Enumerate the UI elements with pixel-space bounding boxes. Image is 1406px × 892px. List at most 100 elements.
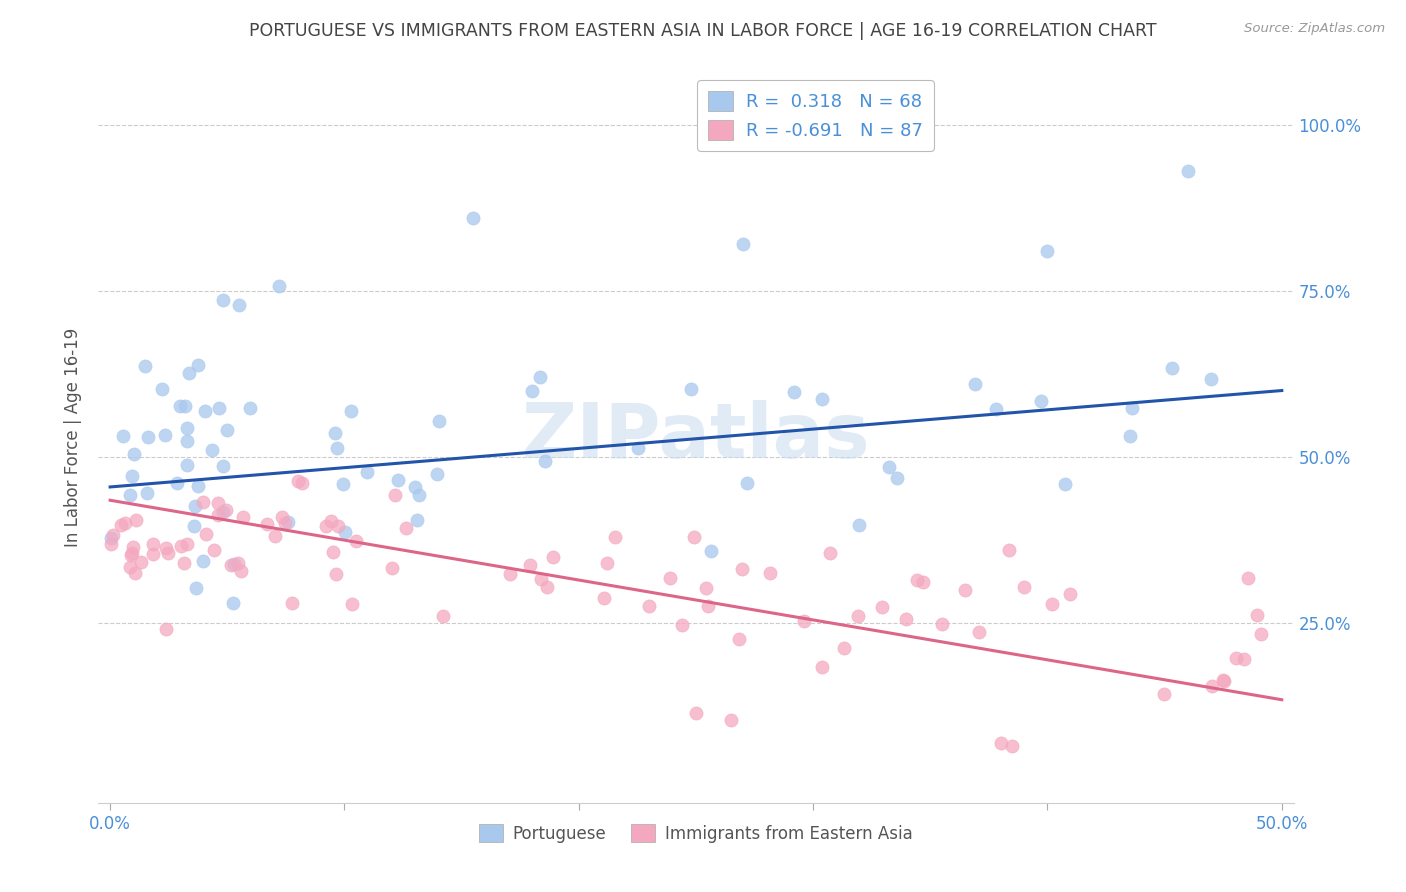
Point [872, 599, 894, 614]
Point [931, 617, 953, 632]
Point [963, 377, 986, 392]
Point [1036, 244, 1059, 258]
Point [170, 539, 193, 553]
Point [1212, 673, 1234, 687]
Point [174, 399, 197, 413]
Point [291, 475, 314, 490]
Point [120, 548, 142, 562]
Point [1012, 580, 1035, 594]
Legend: Portuguese, Immigrants from Eastern Asia: Portuguese, Immigrants from Eastern Asia [472, 817, 920, 849]
Point [953, 582, 976, 597]
Point [998, 543, 1021, 558]
Point [184, 581, 207, 595]
Point [834, 641, 856, 656]
Point [212, 459, 235, 474]
Point [848, 517, 870, 532]
Point [681, 383, 703, 397]
Point [404, 480, 426, 494]
Point [395, 521, 418, 535]
Point [277, 516, 299, 530]
Point [122, 541, 145, 555]
Point [321, 514, 343, 528]
Point [201, 442, 224, 457]
Point [1031, 393, 1053, 408]
Point [157, 546, 180, 560]
Point [121, 469, 143, 483]
Point [136, 429, 159, 443]
Point [671, 617, 693, 632]
Point [720, 713, 742, 727]
Point [432, 609, 454, 624]
Point [1119, 429, 1142, 443]
Point [231, 564, 253, 578]
Point [593, 591, 616, 606]
Point [728, 632, 751, 647]
Point [543, 549, 565, 564]
Point [1212, 673, 1234, 688]
Point [264, 529, 287, 543]
Point [122, 447, 145, 461]
Point [1001, 739, 1024, 754]
Point [820, 546, 842, 560]
Point [191, 494, 214, 508]
Point [759, 566, 782, 581]
Point [384, 488, 406, 502]
Point [659, 571, 682, 585]
Point [969, 624, 991, 639]
Point [536, 580, 558, 594]
Point [326, 441, 349, 455]
Point [194, 527, 217, 541]
Point [187, 358, 209, 372]
Point [685, 706, 707, 720]
Point [426, 467, 449, 482]
Point [328, 519, 350, 533]
Point [783, 384, 806, 399]
Point [184, 500, 207, 514]
Point [340, 598, 363, 612]
Point [176, 458, 198, 472]
Y-axis label: In Labor Force | Age 16-19: In Labor Force | Age 16-19 [65, 327, 83, 547]
Point [408, 488, 430, 502]
Point [208, 401, 231, 416]
Point [519, 558, 541, 573]
Point [877, 459, 900, 474]
Point [1161, 360, 1184, 375]
Point [142, 536, 165, 550]
Point [267, 279, 290, 293]
Point [153, 428, 176, 442]
Point [271, 510, 294, 524]
Point [232, 510, 254, 524]
Point [529, 370, 551, 384]
Point [1201, 372, 1223, 386]
Point [111, 428, 134, 442]
Point [226, 556, 249, 570]
Point [228, 297, 250, 311]
Point [134, 359, 156, 374]
Point [215, 502, 238, 516]
Point [886, 471, 908, 485]
Point [986, 401, 1008, 416]
Point [1054, 477, 1077, 491]
Point [120, 487, 142, 501]
Point [211, 293, 233, 307]
Point [166, 476, 188, 491]
Text: Source: ZipAtlas.com: Source: ZipAtlas.com [1244, 22, 1385, 36]
Point [1201, 680, 1223, 694]
Point [169, 399, 191, 413]
Point [695, 581, 717, 595]
Point [1250, 626, 1272, 640]
Point [219, 558, 242, 572]
Point [793, 615, 815, 629]
Point [990, 736, 1012, 750]
Point [905, 573, 928, 587]
Point [121, 546, 143, 560]
Point [124, 566, 146, 580]
Point [1040, 597, 1063, 611]
Point [114, 516, 136, 531]
Point [256, 517, 278, 532]
Point [142, 548, 165, 562]
Point [155, 623, 177, 637]
Point [499, 567, 522, 582]
Point [627, 441, 650, 455]
Point [215, 423, 238, 437]
